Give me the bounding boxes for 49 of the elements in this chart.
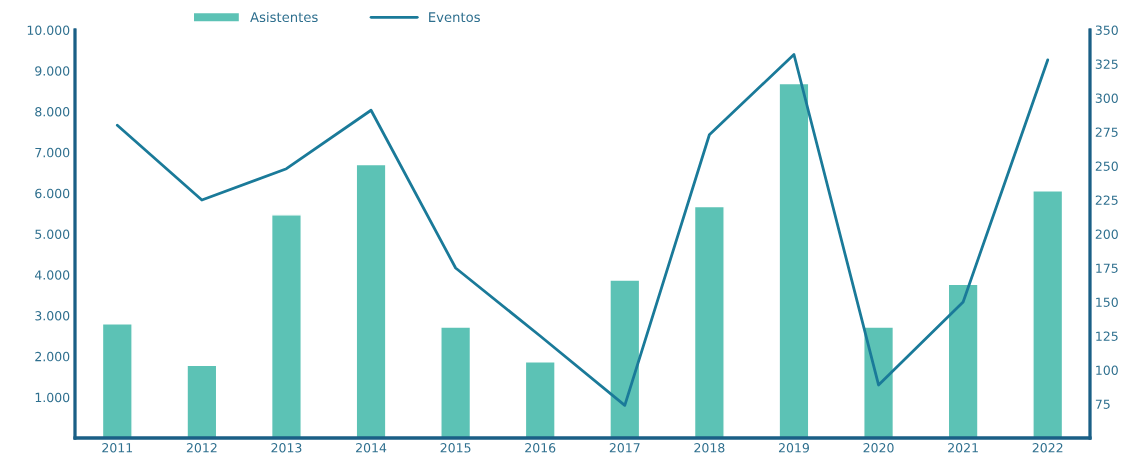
x-tick-label: 2021	[948, 443, 978, 453]
y-tick-label: 5.000	[35, 229, 70, 239]
y-tick-label: 3.000	[35, 311, 70, 321]
y2-tick-label: 75	[1095, 399, 1110, 409]
x-tick-label: 2014	[356, 443, 387, 453]
bar	[355, 163, 387, 438]
y2-tick-label: 225	[1095, 195, 1118, 205]
y-tick-label: 6.000	[35, 188, 70, 199]
legend-label: Eventos	[429, 12, 480, 23]
x-tick-label: 2022	[1032, 443, 1063, 453]
y2-tick-label: 350	[1095, 25, 1118, 35]
y2-tick-label: 150	[1096, 297, 1118, 307]
x-tick-label: 2020	[863, 443, 894, 453]
bar	[693, 205, 725, 438]
y2-tick-label: 300	[1095, 93, 1118, 103]
bar	[270, 214, 302, 438]
y-tick-label: 1.000	[35, 392, 70, 403]
y2-tick-label: 200	[1095, 229, 1118, 239]
y-tick-label: 7.000	[35, 147, 70, 158]
y-tick-label: 10.000	[27, 25, 70, 35]
y-tick-label: 9.000	[35, 66, 70, 76]
y2-tick-label: 250	[1095, 161, 1118, 171]
y2-tick-label: 100	[1096, 365, 1118, 375]
bar	[101, 323, 133, 438]
x-tick-label: 2016	[525, 443, 556, 453]
x-tick-label: 2011	[102, 443, 133, 453]
y2-tick-label: 125	[1096, 331, 1118, 341]
y-tick-label: 2.000	[35, 351, 70, 362]
bar	[609, 279, 641, 438]
x-tick-label: 2018	[694, 443, 725, 453]
y-tick-label: 4.000	[34, 270, 70, 280]
x-tick-label: 2017	[609, 443, 640, 453]
bar	[947, 283, 979, 438]
y2-tick-label: 275	[1095, 127, 1118, 137]
bar	[186, 364, 218, 438]
x-tick-label: 2013	[271, 443, 302, 453]
bar	[524, 361, 556, 438]
y2-tick-label: 175	[1096, 263, 1118, 273]
bar	[863, 326, 895, 438]
x-tick-label: 2015	[440, 443, 471, 453]
bar	[1032, 190, 1064, 438]
legend-label: Asistentes	[250, 11, 318, 23]
y-tick-label: 8.000	[35, 107, 70, 117]
line-series	[115, 53, 1050, 407]
x-tick-label: 2012	[186, 443, 217, 453]
bar	[778, 82, 810, 438]
y2-tick-label: 325	[1095, 59, 1118, 69]
x-tick-label: 2019	[778, 443, 809, 453]
bar	[440, 326, 472, 438]
